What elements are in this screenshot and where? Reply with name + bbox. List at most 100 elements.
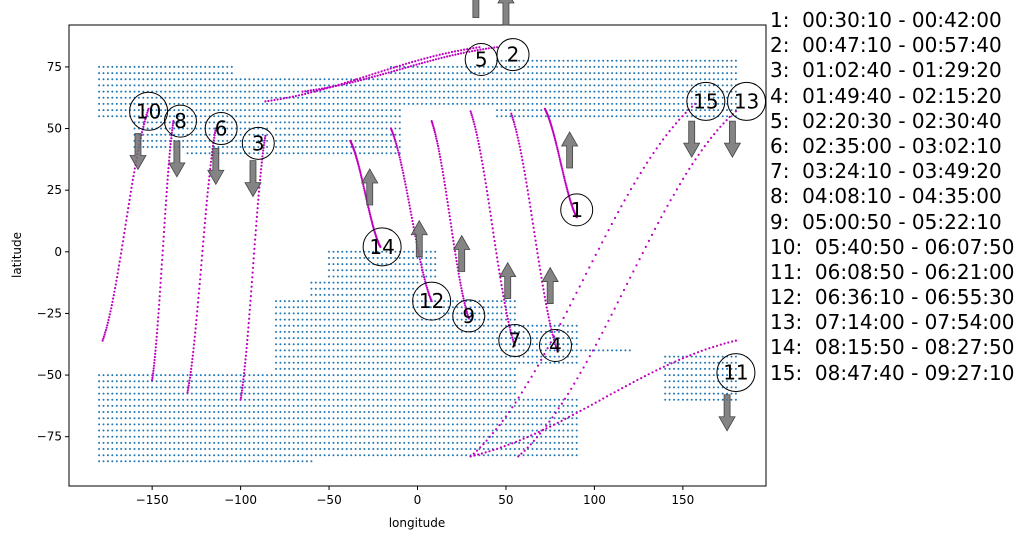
- track-point: [155, 335, 158, 338]
- land-point: [226, 121, 229, 124]
- land-point: [407, 429, 410, 432]
- land-point: [288, 392, 291, 395]
- land-point: [394, 90, 397, 93]
- land-point: [226, 417, 229, 420]
- track-point: [307, 89, 310, 92]
- land-point: [283, 146, 286, 148]
- track-point: [445, 194, 448, 197]
- land-point: [677, 374, 680, 377]
- land-point: [235, 429, 238, 432]
- land-point: [575, 355, 578, 358]
- land-point: [261, 417, 264, 420]
- land-point: [535, 349, 538, 352]
- land-point: [593, 65, 596, 68]
- track-point: [561, 169, 564, 172]
- land-point: [217, 121, 220, 124]
- land-point: [544, 417, 547, 420]
- land-point: [527, 361, 530, 364]
- land-point: [407, 84, 410, 87]
- land-point: [531, 435, 534, 438]
- land-point: [133, 115, 136, 118]
- land-point: [345, 349, 348, 352]
- track-point: [503, 445, 506, 448]
- land-point: [394, 392, 397, 395]
- track-point: [194, 331, 197, 334]
- land-point: [235, 96, 238, 99]
- land-point: [359, 115, 361, 118]
- track-point: [482, 48, 485, 51]
- land-point: [310, 115, 313, 118]
- land-point: [447, 318, 450, 321]
- land-point: [681, 90, 684, 93]
- land-point: [310, 324, 313, 327]
- land-point: [438, 448, 441, 450]
- track-point: [154, 352, 157, 355]
- track-point: [253, 247, 256, 250]
- track-point: [518, 439, 522, 442]
- land-point: [190, 411, 193, 413]
- land-point: [420, 257, 423, 259]
- land-point: [155, 84, 158, 87]
- land-point: [283, 349, 286, 352]
- land-point: [328, 133, 330, 136]
- land-point: [270, 398, 273, 401]
- land-point: [160, 146, 162, 148]
- track-point: [482, 166, 485, 169]
- land-point: [230, 454, 233, 457]
- land-point: [544, 115, 547, 118]
- track-point: [365, 75, 368, 78]
- land-point: [412, 84, 415, 87]
- land-point: [230, 398, 233, 401]
- land-point: [98, 78, 101, 81]
- land-point: [474, 78, 476, 81]
- track-point: [196, 305, 199, 308]
- land-point: [146, 448, 149, 450]
- land-point: [323, 300, 326, 303]
- land-point: [204, 102, 207, 105]
- track-point: [190, 367, 193, 370]
- land-point: [376, 330, 379, 333]
- track-point: [477, 139, 480, 142]
- track-point: [568, 415, 571, 418]
- land-point: [350, 127, 353, 130]
- land-point: [328, 102, 330, 105]
- track-point: [259, 178, 262, 182]
- land-point: [447, 349, 450, 352]
- land-point: [106, 454, 109, 457]
- land-point: [359, 146, 361, 148]
- track-point: [210, 157, 213, 160]
- track-point: [194, 323, 198, 326]
- land-point: [690, 90, 693, 93]
- land-point: [98, 380, 101, 383]
- land-point: [204, 65, 207, 68]
- land-point: [690, 374, 693, 377]
- land-point: [385, 257, 388, 259]
- land-point: [619, 102, 622, 105]
- land-point: [597, 96, 600, 99]
- land-point: [434, 429, 437, 432]
- land-point: [213, 404, 216, 407]
- land-point: [708, 361, 711, 364]
- land-point: [394, 275, 397, 278]
- land-point: [235, 380, 238, 383]
- land-point: [527, 429, 530, 432]
- land-point: [323, 102, 326, 105]
- land-point: [133, 404, 136, 407]
- track-point: [491, 227, 494, 230]
- land-point: [677, 109, 680, 112]
- land-point: [106, 380, 109, 383]
- land-point: [182, 404, 185, 407]
- land-point: [363, 312, 366, 315]
- land-point: [288, 300, 291, 303]
- land-point: [482, 423, 485, 426]
- land-point: [226, 115, 229, 118]
- land-point: [491, 404, 494, 407]
- land-point: [155, 139, 158, 142]
- land-point: [602, 65, 605, 68]
- land-point: [420, 275, 423, 278]
- land-point: [540, 411, 543, 413]
- land-point: [438, 84, 441, 87]
- land-point: [301, 404, 304, 407]
- track-point: [434, 58, 437, 61]
